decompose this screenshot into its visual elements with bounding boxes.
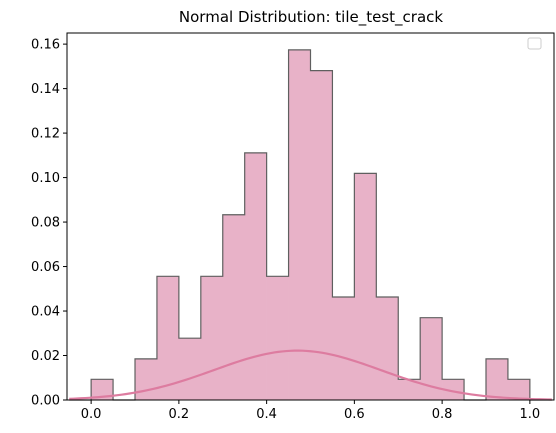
x-tick-label: 0.8 bbox=[432, 407, 453, 422]
density-curve bbox=[69, 349, 552, 401]
chart-title: Normal Distribution: tile_test_crack bbox=[179, 8, 443, 27]
y-tick-label: 0.10 bbox=[31, 171, 60, 186]
y-tick-label: 0.12 bbox=[31, 127, 60, 142]
histogram-bar bbox=[244, 152, 267, 400]
plot-frame bbox=[66, 32, 555, 401]
histogram-bars bbox=[91, 49, 531, 401]
histogram-bar bbox=[485, 358, 509, 400]
histogram-bar bbox=[354, 173, 377, 400]
histogram-bar bbox=[310, 70, 333, 401]
histogram-bar bbox=[376, 297, 399, 400]
histogram-bar bbox=[266, 276, 289, 400]
histogram-bar bbox=[332, 297, 355, 400]
x-axis: 0.0 0.2 0.4 0.6 0.8 1.0 bbox=[81, 400, 540, 422]
x-tick-label: 0.0 bbox=[81, 407, 102, 422]
histogram-bar bbox=[156, 276, 180, 400]
x-tick-label: 0.6 bbox=[344, 407, 365, 422]
y-tick-label: 0.08 bbox=[31, 216, 60, 231]
histogram-bar bbox=[222, 214, 245, 400]
y-tick-label: 0.14 bbox=[31, 82, 60, 97]
histogram-bar bbox=[420, 317, 443, 400]
x-tick-label: 1.0 bbox=[520, 407, 541, 422]
histogram-bar bbox=[507, 379, 531, 400]
y-tick-label: 0.00 bbox=[31, 394, 60, 409]
x-tick-label: 0.2 bbox=[169, 407, 190, 422]
histogram-bar bbox=[442, 379, 465, 400]
y-tick-label: 0.02 bbox=[31, 349, 60, 364]
histogram-bar bbox=[288, 49, 311, 401]
histogram-bar bbox=[135, 358, 158, 400]
histogram-bar bbox=[91, 379, 114, 400]
y-axis: 0.00 0.02 0.04 0.06 0.08 0.10 0.12 0.14 0.16 bbox=[31, 38, 67, 409]
histogram-bar bbox=[398, 379, 421, 400]
y-tick-label: 0.04 bbox=[31, 305, 60, 320]
histogram-bar bbox=[200, 276, 224, 400]
histogram-bar bbox=[178, 338, 202, 400]
legend-box bbox=[527, 37, 542, 50]
histogram-outline bbox=[69, 49, 552, 401]
x-tick-label: 0.4 bbox=[256, 407, 277, 422]
y-tick-label: 0.16 bbox=[31, 38, 60, 53]
y-tick-label: 0.06 bbox=[31, 260, 60, 275]
